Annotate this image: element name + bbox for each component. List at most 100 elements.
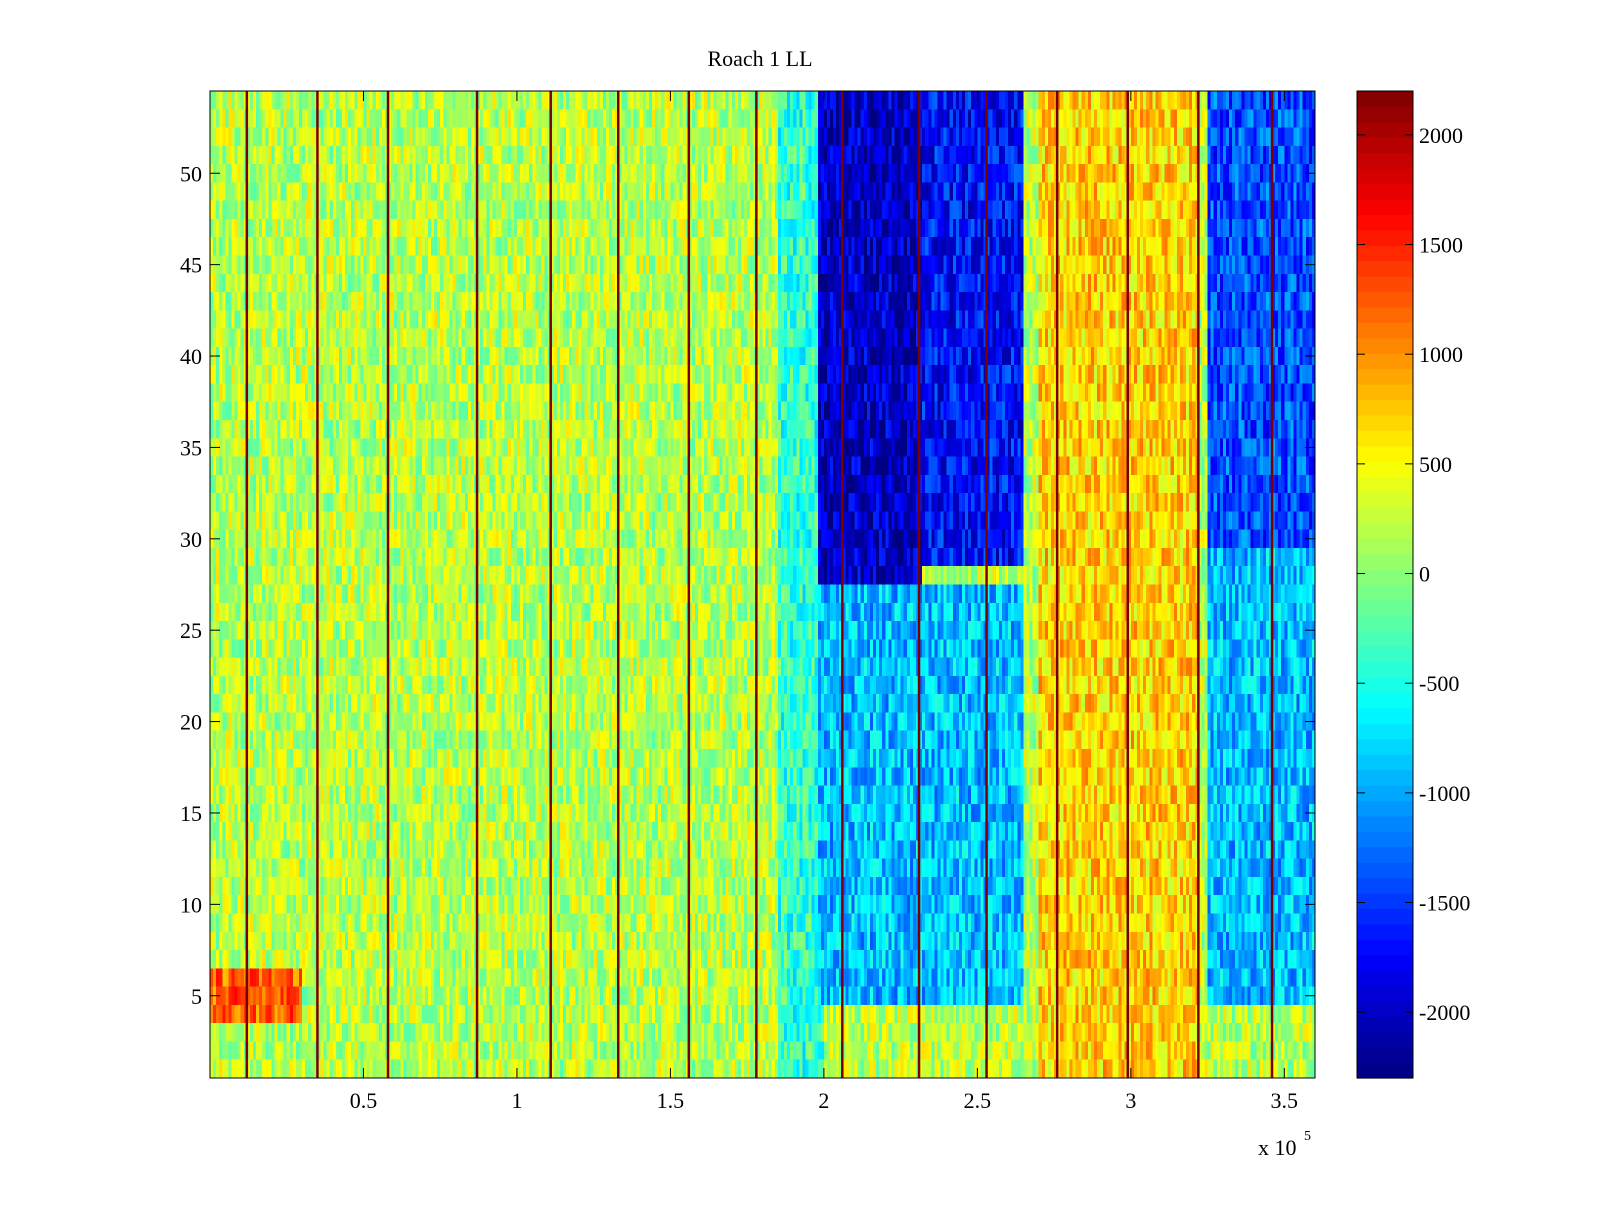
colorbar-band <box>1357 430 1413 447</box>
colorbar-band <box>1357 461 1413 478</box>
colorbar-band <box>1357 800 1413 817</box>
colorbar-band <box>1357 862 1413 879</box>
colorbar-band <box>1357 507 1413 524</box>
colorbar-band <box>1357 353 1413 370</box>
heatmap-cells <box>210 91 1315 1078</box>
colorbar-band <box>1357 322 1413 339</box>
colorbar-band <box>1357 306 1413 323</box>
colorbar-band <box>1357 168 1413 185</box>
colorbar-band <box>1357 661 1413 678</box>
y-tick-label: 25 <box>180 618 202 643</box>
colorbar-tick-label: -500 <box>1419 671 1459 696</box>
colorbar-band <box>1357 707 1413 724</box>
x-tick-label: 1 <box>511 1088 522 1113</box>
colorbar-band <box>1357 245 1413 262</box>
axis-layer: 0.5 1 1.5 2 2.5 3 3.5 5 10 15 20 25 30 35 40 45 50 <box>180 91 1315 1113</box>
colorbar-band <box>1357 630 1413 647</box>
y-tick-label: 10 <box>180 892 202 917</box>
colorbar-band <box>1357 91 1413 108</box>
colorbar-band <box>1357 677 1413 694</box>
chart-title: Roach 1 LL <box>707 46 812 71</box>
vertical-lines-layer <box>245 91 1274 1078</box>
x-tick-label: 1.5 <box>657 1088 685 1113</box>
colorbar-band <box>1357 522 1413 539</box>
x-tick-label: 2.5 <box>964 1088 992 1113</box>
colorbar-tick-label: 1000 <box>1419 342 1463 367</box>
colorbar-band <box>1357 892 1413 909</box>
colorbar-band <box>1357 954 1413 971</box>
y-tick-label: 30 <box>180 527 202 552</box>
y-tick-label: 40 <box>180 344 202 369</box>
colorbar-band <box>1357 1062 1413 1079</box>
colorbar-band <box>1357 784 1413 802</box>
colorbar-band <box>1357 923 1413 940</box>
x-tick-label: 2 <box>818 1088 829 1113</box>
colorbar-band <box>1357 152 1413 169</box>
colorbar-band <box>1357 276 1413 293</box>
colorbar-band <box>1357 1016 1413 1033</box>
colorbar-band <box>1357 692 1413 709</box>
colorbar-band <box>1357 970 1413 987</box>
colorbar-band <box>1357 121 1413 138</box>
colorbar-band <box>1357 646 1413 663</box>
colorbar-band <box>1357 538 1413 555</box>
colorbar-band <box>1357 769 1413 786</box>
colorbar-band <box>1357 615 1413 632</box>
colorbar-band <box>1357 754 1413 771</box>
colorbar: 2000 1500 1000 500 0 -500 -1000 -1500 -2000 <box>1357 91 1470 1079</box>
colorbar-band <box>1357 337 1413 354</box>
colorbar-band <box>1357 1000 1413 1017</box>
colorbar-band <box>1357 384 1413 401</box>
colorbar-band <box>1357 584 1413 601</box>
colorbar-band <box>1357 939 1413 956</box>
y-tick-label: 15 <box>180 801 202 826</box>
colorbar-tick-label: 2000 <box>1419 123 1463 148</box>
colorbar-band <box>1357 985 1413 1002</box>
y-tick-label: 35 <box>180 435 202 460</box>
colorbar-band <box>1357 198 1413 215</box>
colorbar-band <box>1357 1047 1413 1064</box>
colorbar-band <box>1357 1031 1413 1048</box>
colorbar-frame <box>1356 90 1414 1079</box>
plot-frame <box>209 90 1316 1079</box>
heatmap-layer <box>210 91 1315 1078</box>
colorbar-tick-label: -1000 <box>1419 781 1470 806</box>
colorbar-tick-label: 1500 <box>1419 233 1463 258</box>
colorbar-band <box>1357 368 1413 385</box>
colorbar-band <box>1357 815 1413 832</box>
colorbar-tick-label: -2000 <box>1419 1000 1470 1025</box>
colorbar-band <box>1357 738 1413 755</box>
x-tick-label: 3 <box>1125 1088 1136 1113</box>
colorbar-band <box>1357 106 1413 123</box>
colorbar-band <box>1357 908 1413 925</box>
colorbar-band <box>1357 214 1413 231</box>
colorbar-band <box>1357 445 1413 462</box>
x-tick-label: 3.5 <box>1271 1088 1299 1113</box>
colorbar-band <box>1357 414 1413 431</box>
x-tick-label: 0.5 <box>350 1088 378 1113</box>
y-tick-label: 50 <box>180 161 202 186</box>
x-multiplier-exponent: 5 <box>1304 1129 1311 1144</box>
colorbar-band <box>1357 399 1413 416</box>
y-tick-label: 20 <box>180 710 202 735</box>
colorbar-band <box>1357 599 1413 616</box>
colorbar-band <box>1357 569 1413 586</box>
colorbar-band <box>1357 553 1413 570</box>
colorbar-band <box>1357 260 1413 277</box>
colorbar-band <box>1357 846 1413 863</box>
y-tick-label: 45 <box>180 253 202 278</box>
colorbar-tick-label: -1500 <box>1419 891 1470 916</box>
colorbar-band <box>1357 183 1413 200</box>
x-multiplier-label: x 10 <box>1258 1135 1297 1160</box>
colorbar-band <box>1357 137 1413 154</box>
colorbar-band <box>1357 476 1413 493</box>
colorbar-tick-label: 500 <box>1419 452 1452 477</box>
colorbar-band <box>1357 229 1413 246</box>
colorbar-band <box>1357 831 1413 848</box>
colorbar-band <box>1357 723 1413 740</box>
colorbar-tick-label: 0 <box>1419 562 1430 587</box>
colorbar-band <box>1357 491 1413 508</box>
y-tick-label: 5 <box>191 984 202 1009</box>
